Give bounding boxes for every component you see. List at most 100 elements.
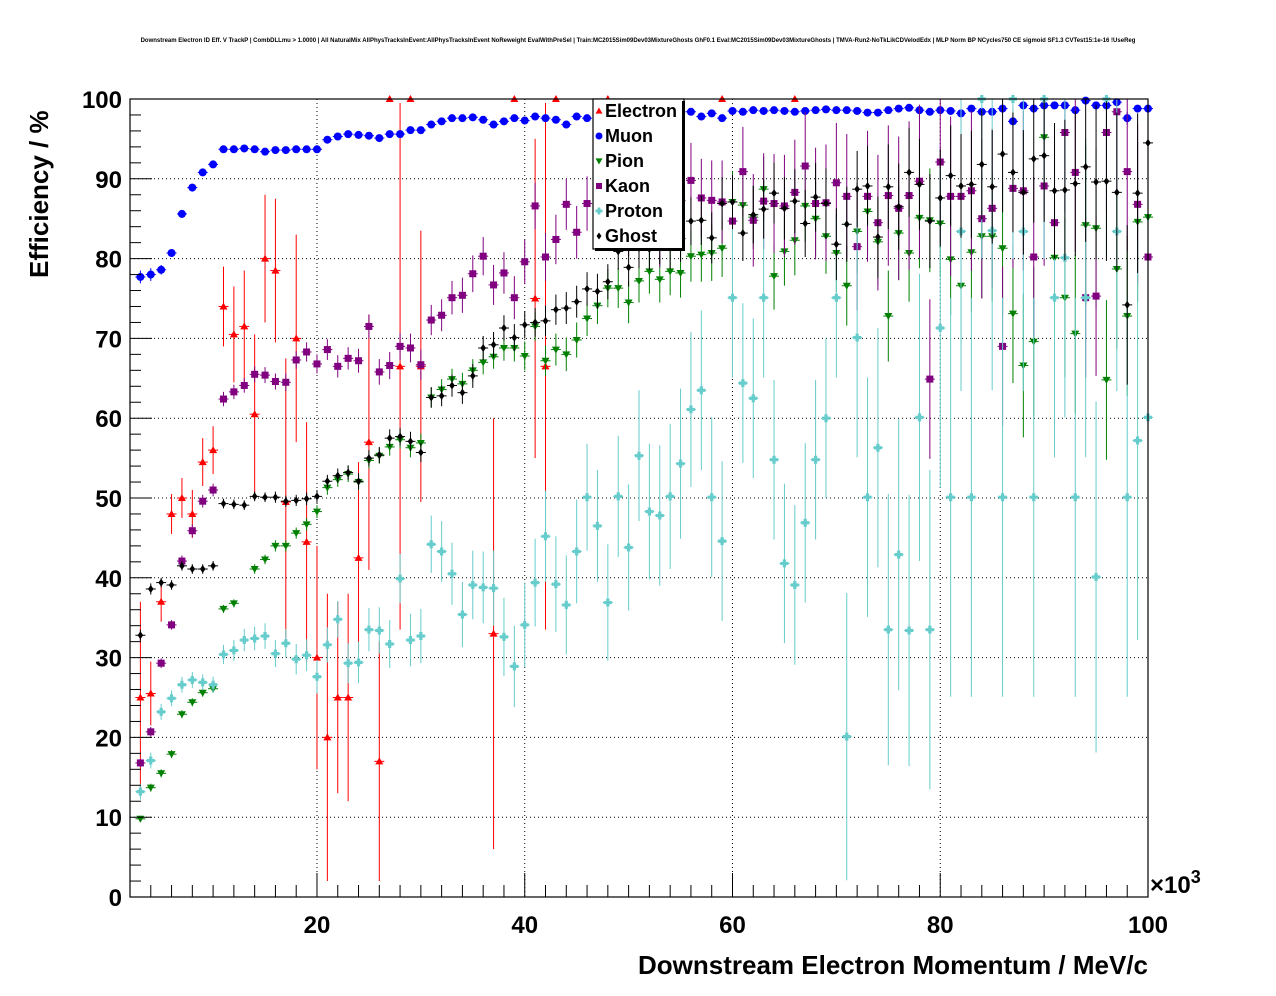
electron-point: [363, 314, 374, 570]
ghost-marker: [833, 240, 840, 249]
proton-marker: [323, 640, 332, 649]
muon-point: [145, 268, 156, 281]
y-tick-label: 80: [95, 247, 122, 274]
ghost-marker: [189, 565, 196, 574]
pion-marker: [271, 542, 280, 550]
legend-item-kaon: Kaon: [596, 176, 650, 196]
muon-marker: [749, 106, 758, 115]
ghost-point: [872, 196, 883, 278]
kaon-point: [353, 348, 364, 373]
proton-point: [748, 318, 759, 479]
proton-point: [426, 515, 437, 574]
ghost-point: [987, 130, 998, 244]
legend-marker-ghost: [596, 232, 602, 240]
ghost-marker: [698, 216, 705, 225]
ghost-point: [997, 99, 1008, 213]
proton-marker: [416, 632, 425, 641]
proton-point: [675, 388, 686, 539]
muon-point: [384, 130, 395, 139]
kaon-marker: [386, 362, 394, 370]
electron-marker: [292, 334, 301, 342]
proton-point: [1070, 297, 1081, 697]
muon-marker: [873, 108, 882, 117]
muon-point: [176, 209, 187, 218]
ghost-marker: [958, 181, 964, 190]
ghost-point: [727, 174, 738, 230]
pion-marker: [1102, 376, 1111, 384]
ghost-point: [883, 144, 894, 230]
ghost-point: [1101, 101, 1112, 261]
muon-point: [852, 106, 863, 115]
ghost-point: [208, 561, 219, 571]
kaon-point: [187, 524, 198, 538]
kaon-point: [208, 483, 219, 497]
pion-point: [145, 783, 156, 792]
ghost-marker: [729, 197, 736, 206]
pion-marker: [1008, 310, 1017, 318]
proton-point: [457, 581, 468, 648]
x-axis-multiplier: ×103: [1150, 867, 1201, 899]
kaon-marker: [687, 176, 695, 184]
proton-point: [332, 600, 343, 638]
ghost-marker: [708, 233, 715, 242]
kaon-marker: [313, 360, 321, 368]
ghost-marker: [1020, 188, 1027, 197]
muon-marker: [229, 145, 238, 154]
proton-point: [602, 544, 613, 661]
ghost-marker: [927, 217, 933, 226]
kaon-marker: [136, 759, 144, 767]
proton-point: [291, 644, 302, 675]
ghost-point: [332, 468, 343, 483]
muon-marker: [759, 106, 768, 115]
proton-marker: [1081, 293, 1090, 302]
kaon-point: [395, 332, 406, 360]
ghost-marker: [906, 168, 912, 177]
pion-marker: [146, 784, 155, 792]
proton-marker: [520, 620, 529, 629]
x-tick-label: 20: [304, 912, 331, 939]
proton-marker: [261, 632, 270, 641]
proton-marker: [136, 787, 145, 796]
ghost-point: [1007, 112, 1018, 233]
pion-point: [135, 815, 146, 823]
proton-marker: [198, 678, 207, 687]
ghost-point: [135, 629, 146, 641]
kaon-point: [405, 333, 416, 363]
pion-marker: [624, 299, 633, 307]
y-tick-label: 30: [95, 646, 122, 673]
muon-marker: [437, 117, 446, 126]
ghost-marker: [719, 199, 725, 208]
muon-point: [893, 104, 904, 113]
muon-point: [478, 115, 489, 124]
proton-point: [654, 445, 665, 586]
muon-point: [779, 106, 790, 115]
kaon-marker: [490, 281, 498, 289]
electron-marker: [209, 446, 218, 454]
ghost-point: [935, 149, 946, 247]
pion-marker: [614, 285, 623, 293]
muon-point: [467, 113, 478, 122]
ghost-point: [914, 138, 925, 230]
muon-point: [301, 145, 312, 154]
kaon-marker: [219, 395, 227, 403]
muon-marker: [905, 103, 914, 112]
proton-point: [467, 550, 478, 620]
ghost-marker: [1072, 179, 1079, 188]
muon-point: [166, 249, 177, 258]
electron-point: [228, 286, 239, 383]
muon-marker: [281, 146, 290, 155]
ghost-point: [426, 387, 437, 408]
ghost-marker: [480, 343, 486, 352]
ghost-marker: [885, 182, 892, 191]
muon-point: [1132, 104, 1143, 113]
ghost-point: [800, 189, 811, 258]
proton-point: [779, 483, 790, 644]
muon-marker: [894, 104, 903, 113]
proton-marker: [780, 559, 789, 568]
kaon-marker: [1030, 253, 1038, 261]
kaon-marker: [303, 348, 311, 356]
muon-marker: [302, 145, 311, 154]
muon-marker: [448, 114, 457, 123]
muon-point: [395, 130, 406, 139]
ghost-marker: [999, 150, 1006, 159]
